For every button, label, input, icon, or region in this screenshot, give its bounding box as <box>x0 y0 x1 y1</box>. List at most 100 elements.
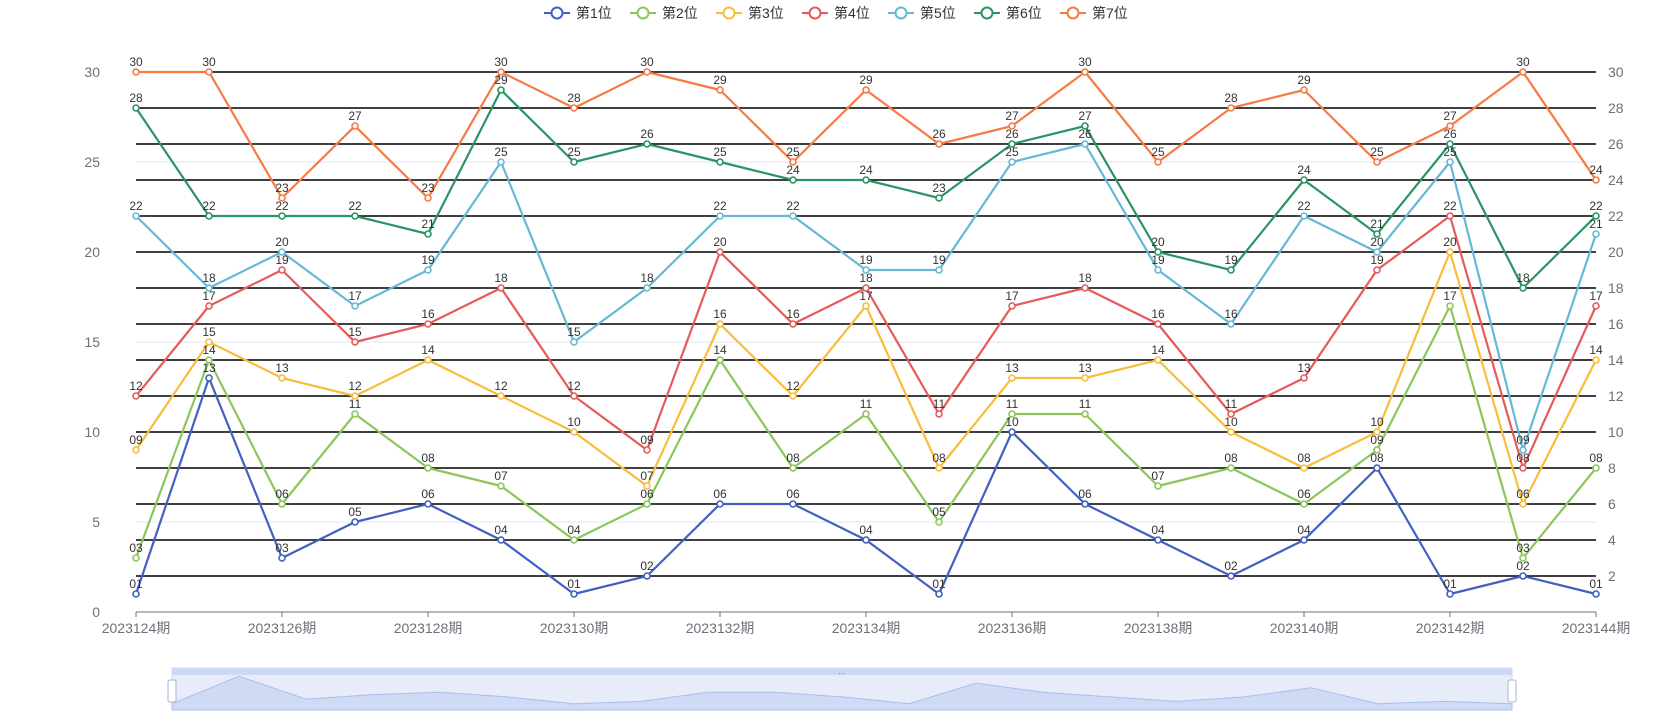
data-point[interactable] <box>278 266 286 274</box>
data-point[interactable] <box>497 158 505 166</box>
data-point[interactable] <box>1446 212 1454 220</box>
data-point[interactable] <box>570 590 578 598</box>
legend-item-4[interactable]: 第4位 <box>802 5 870 21</box>
data-point[interactable] <box>1373 446 1381 454</box>
data-point[interactable] <box>643 68 651 76</box>
data-point[interactable] <box>570 338 578 346</box>
data-point[interactable] <box>1446 302 1454 310</box>
data-point[interactable] <box>716 500 724 508</box>
data-point[interactable] <box>1227 464 1235 472</box>
data-point[interactable] <box>1081 284 1089 292</box>
zoom-drag-handle-icon[interactable]: ... <box>838 666 846 676</box>
data-point[interactable] <box>935 194 943 202</box>
data-point[interactable] <box>1373 464 1381 472</box>
zoom-right-handle[interactable] <box>1507 679 1517 703</box>
data-point[interactable] <box>1373 230 1381 238</box>
data-point[interactable] <box>1008 374 1016 382</box>
data-point[interactable] <box>1300 176 1308 184</box>
data-point[interactable] <box>351 122 359 130</box>
data-point[interactable] <box>278 554 286 562</box>
data-point[interactable] <box>497 68 505 76</box>
data-point[interactable] <box>351 392 359 400</box>
data-point[interactable] <box>497 482 505 490</box>
data-point[interactable] <box>1154 536 1162 544</box>
data-point[interactable] <box>789 212 797 220</box>
data-point[interactable] <box>205 284 213 292</box>
data-point[interactable] <box>132 392 140 400</box>
data-point[interactable] <box>1300 536 1308 544</box>
data-point[interactable] <box>132 104 140 112</box>
data-point[interactable] <box>1300 86 1308 94</box>
data-point[interactable] <box>1446 122 1454 130</box>
data-point[interactable] <box>789 176 797 184</box>
data-point[interactable] <box>205 302 213 310</box>
data-point[interactable] <box>716 320 724 328</box>
data-point[interactable] <box>570 392 578 400</box>
data-point[interactable] <box>716 158 724 166</box>
data-point[interactable] <box>424 500 432 508</box>
data-point[interactable] <box>789 464 797 472</box>
data-point[interactable] <box>278 374 286 382</box>
data-point[interactable] <box>205 212 213 220</box>
data-point[interactable] <box>1300 374 1308 382</box>
data-zoom-slider[interactable]: ... <box>167 666 1517 711</box>
data-point[interactable] <box>1227 572 1235 580</box>
data-point[interactable] <box>1446 248 1454 256</box>
data-point[interactable] <box>716 248 724 256</box>
data-point[interactable] <box>424 230 432 238</box>
data-point[interactable] <box>862 536 870 544</box>
data-point[interactable] <box>497 86 505 94</box>
data-point[interactable] <box>1008 122 1016 130</box>
data-point[interactable] <box>1081 68 1089 76</box>
data-point[interactable] <box>935 140 943 148</box>
data-point[interactable] <box>643 500 651 508</box>
data-point[interactable] <box>1227 410 1235 418</box>
data-point[interactable] <box>789 392 797 400</box>
data-point[interactable] <box>716 86 724 94</box>
data-point[interactable] <box>351 338 359 346</box>
data-point[interactable] <box>789 158 797 166</box>
data-point[interactable] <box>1519 284 1527 292</box>
data-point[interactable] <box>1519 446 1527 454</box>
data-point[interactable] <box>643 482 651 490</box>
data-point[interactable] <box>1227 266 1235 274</box>
data-point[interactable] <box>1446 158 1454 166</box>
data-point[interactable] <box>1154 266 1162 274</box>
data-point[interactable] <box>351 212 359 220</box>
data-point[interactable] <box>1592 212 1600 220</box>
data-point[interactable] <box>1154 158 1162 166</box>
data-point[interactable] <box>424 194 432 202</box>
data-point[interactable] <box>1300 500 1308 508</box>
data-point[interactable] <box>1592 302 1600 310</box>
data-point[interactable] <box>132 212 140 220</box>
data-point[interactable] <box>424 356 432 364</box>
data-point[interactable] <box>1373 248 1381 256</box>
data-point[interactable] <box>278 500 286 508</box>
legend-item-1[interactable]: 第1位 <box>544 5 612 21</box>
data-point[interactable] <box>1592 176 1600 184</box>
data-point[interactable] <box>351 302 359 310</box>
zoom-selection-bar[interactable] <box>172 668 1512 675</box>
data-point[interactable] <box>132 446 140 454</box>
data-point[interactable] <box>1008 410 1016 418</box>
data-point[interactable] <box>1519 464 1527 472</box>
data-point[interactable] <box>935 266 943 274</box>
data-point[interactable] <box>205 68 213 76</box>
data-point[interactable] <box>205 374 213 382</box>
data-point[interactable] <box>1300 212 1308 220</box>
data-point[interactable] <box>351 410 359 418</box>
legend-item-6[interactable]: 第6位 <box>974 5 1042 21</box>
data-point[interactable] <box>935 410 943 418</box>
data-point[interactable] <box>1519 68 1527 76</box>
data-point[interactable] <box>862 410 870 418</box>
data-point[interactable] <box>570 428 578 436</box>
data-point[interactable] <box>935 464 943 472</box>
data-point[interactable] <box>935 518 943 526</box>
data-point[interactable] <box>1081 374 1089 382</box>
data-point[interactable] <box>1519 500 1527 508</box>
data-point[interactable] <box>935 590 943 598</box>
data-point[interactable] <box>1373 266 1381 274</box>
data-point[interactable] <box>862 302 870 310</box>
legend-item-2[interactable]: 第2位 <box>630 5 698 21</box>
data-point[interactable] <box>1373 428 1381 436</box>
